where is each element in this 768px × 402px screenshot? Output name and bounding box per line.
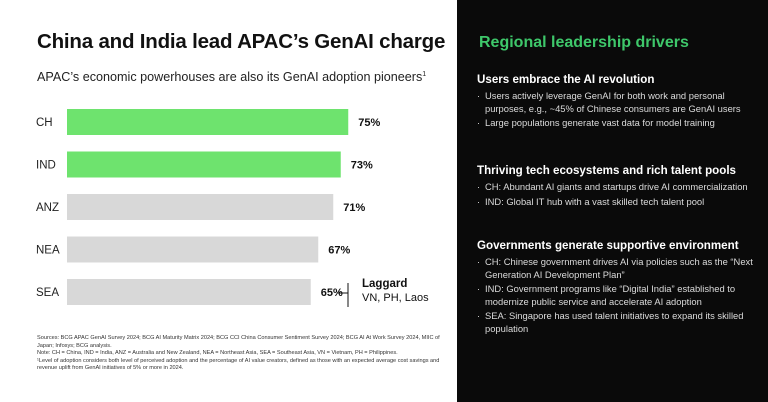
category-label-sea: SEA (36, 287, 59, 299)
footnote-note: Note: CH = China, IND = India, ANZ = Aus… (37, 350, 398, 357)
bullet-item: CH: Abundant AI giants and startups driv… (477, 181, 762, 194)
footnote-definition: ¹Level of adoption considers both level … (37, 357, 440, 372)
bar-chart: CH 75% IND 73% ANZ 71% NEA 67% SEA 65% (36, 109, 380, 305)
section-ecosystems: Thriving tech ecosystems and rich talent… (477, 164, 762, 210)
bar-ch (67, 109, 349, 135)
footnote-sources: Sources: BCG APAC GenAI Survey 2024; BCG… (37, 335, 440, 349)
chart-panel: China and India lead APAC’s GenAI charge… (36, 30, 446, 373)
value-label-ch: 75% (358, 117, 380, 129)
laggard-annotation: Laggard VN, PH, Laos (362, 277, 429, 305)
bullet-item: IND: Government programs like “Digital I… (477, 283, 762, 308)
section-users: Users embrace the AI revolution Users ac… (477, 73, 762, 132)
bar-ind (67, 151, 341, 178)
bullet-item: SEA: Singapore has used talent initiativ… (477, 310, 762, 335)
section-governments: Governments generate supportive environm… (477, 239, 762, 338)
footnotes: Sources: BCG APAC GenAI Survey 2024; BCG… (37, 335, 445, 373)
category-label-anz: ANZ (36, 202, 59, 214)
section-heading: Users embrace the AI revolution (477, 73, 655, 86)
laggard-title: Laggard (362, 278, 408, 290)
page-title: China and India lead APAC’s GenAI charge (37, 30, 446, 53)
laggard-countries: VN, PH, Laos (362, 292, 429, 304)
section-heading: Thriving tech ecosystems and rich talent… (477, 164, 736, 177)
value-label-anz: 71% (343, 202, 365, 214)
value-label-ind: 73% (351, 160, 373, 172)
panel-title: Regional leadership drivers (479, 34, 689, 51)
category-label-ch: CH (36, 117, 53, 129)
bar-sea (67, 279, 311, 305)
category-label-ind: IND (36, 160, 56, 172)
bullet-item: Users actively leverage GenAI for both w… (477, 90, 762, 115)
subtitle-text: APAC’s economic powerhouses are also its… (37, 70, 423, 84)
subtitle-footnote-ref: 1 (422, 70, 427, 78)
bar-anz (67, 194, 334, 220)
bullet-item: CH: Chinese government drives AI via pol… (477, 256, 762, 281)
bullet-item: Large populations generate vast data for… (477, 117, 762, 130)
bar-nea (67, 236, 319, 263)
section-heading: Governments generate supportive environm… (477, 239, 739, 252)
value-label-nea: 67% (328, 245, 350, 257)
drivers-panel: Regional leadership drivers Users embrac… (457, 0, 768, 402)
bullet-item: IND: Global IT hub with a vast skilled t… (477, 196, 762, 209)
chart-subtitle: APAC’s economic powerhouses are also its… (37, 70, 426, 84)
value-label-sea: 65% (321, 287, 343, 299)
category-label-nea: NEA (36, 245, 60, 257)
laggard-bracket (338, 283, 349, 307)
